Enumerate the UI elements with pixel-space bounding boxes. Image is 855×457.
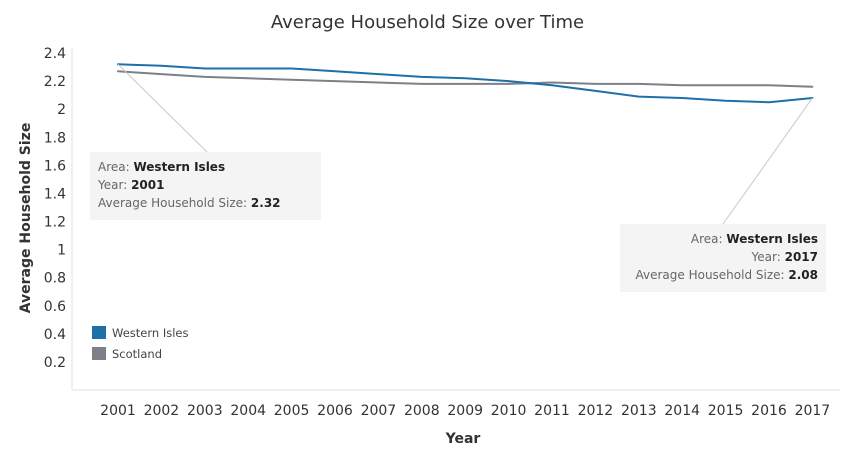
x-tick-label: 2010	[491, 403, 527, 419]
tooltip-area-value: Western Isles	[726, 232, 818, 246]
y-tick-label: 2.4	[44, 46, 66, 62]
tooltip-western-isles-2001: Area: Western Isles Year: 2001 Average H…	[90, 152, 321, 220]
x-tick-label: 2013	[621, 403, 657, 419]
tooltip-size-label: Average Household Size:	[98, 196, 251, 210]
y-tick-label: 0.4	[44, 327, 66, 343]
legend-label-western-isles: Western Isles	[112, 325, 189, 340]
tooltip-year-label: Year:	[98, 178, 132, 192]
y-tick-label: 2.2	[44, 74, 66, 90]
tooltip-area-value: Western Isles	[133, 160, 226, 174]
x-tick-label: 2015	[708, 403, 744, 419]
y-tick-label: 1.8	[44, 130, 66, 146]
y-tick-label: 0.6	[44, 299, 66, 315]
tooltip-year-label: Year:	[751, 250, 785, 264]
y-tick-label: 0.8	[44, 271, 66, 287]
tooltip-year-value: 2001	[131, 178, 165, 192]
x-tick-label: 2001	[100, 403, 136, 419]
x-tick-label: 2008	[404, 403, 440, 419]
x-tick-label: 2006	[317, 403, 353, 419]
x-axis-title: Year	[445, 431, 481, 447]
legend-label-scotland: Scotland	[112, 346, 162, 361]
x-tick-label: 2014	[664, 403, 700, 419]
x-tick-label: 2004	[230, 403, 266, 419]
y-tick-label: 1.4	[44, 186, 66, 202]
legend-item-scotland[interactable]: Scotland	[92, 343, 188, 364]
legend-swatch-scotland	[92, 347, 106, 360]
chart-title: Average Household Size over Time	[270, 12, 585, 33]
series-line-scotland	[117, 70, 814, 88]
legend: Western Isles Scotland	[92, 322, 188, 364]
tooltip-size-label: Average Household Size:	[635, 268, 789, 282]
y-tick-label: 1.2	[44, 215, 66, 231]
x-tick-label: 2009	[447, 403, 483, 419]
tooltip-year-value: 2017	[784, 250, 818, 264]
x-tick-label: 2012	[578, 403, 614, 419]
tooltip-western-isles-2017: Area: Western Isles Year: 2017 Average H…	[620, 224, 826, 292]
y-tick-label: 0.2	[44, 355, 66, 371]
legend-item-western-isles[interactable]: Western Isles	[92, 322, 188, 343]
tooltip-size-value: 2.32	[250, 196, 281, 210]
y-tick-label: 1.6	[44, 158, 66, 174]
x-tick-label: 2005	[274, 403, 310, 419]
x-tick-label: 2011	[534, 403, 570, 419]
y-axis-title: Average Household Size	[18, 123, 34, 314]
tooltip-leader-2001	[117, 63, 208, 153]
x-tick-label: 2017	[795, 403, 831, 419]
x-tick-label: 2016	[751, 403, 787, 419]
x-tick-label: 2007	[361, 403, 397, 419]
x-tick-label: 2003	[187, 403, 223, 419]
x-tick-label: 2002	[144, 403, 180, 419]
tooltip-leader-2017	[722, 97, 813, 225]
tooltip-area-label: Area:	[98, 160, 134, 174]
series-line-western-isles	[117, 63, 814, 104]
tooltip-size-value: 2.08	[788, 268, 818, 282]
y-tick-label: 2	[57, 102, 66, 118]
tooltip-area-label: Area:	[690, 232, 727, 246]
y-tick-label: 1	[57, 243, 66, 259]
legend-swatch-western-isles	[92, 326, 106, 339]
